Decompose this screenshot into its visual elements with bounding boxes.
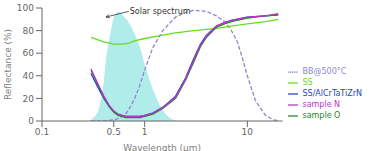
- svg-text:100: 100: [17, 3, 34, 13]
- svg-text:1: 1: [142, 127, 148, 137]
- svg-text:Wavelength (μm): Wavelength (μm): [123, 143, 201, 151]
- html-text:SS/AlCrTaTiZrN: SS/AlCrTaTiZrN: [302, 89, 362, 98]
- svg-text:20: 20: [23, 94, 35, 104]
- svg-text:10: 10: [242, 127, 254, 137]
- html-text:BB@500°C: BB@500°C: [302, 67, 347, 76]
- svg-text:80: 80: [23, 26, 35, 36]
- svg-text:0: 0: [28, 116, 34, 126]
- svg-text:Reflectance (%): Reflectance (%): [8, 29, 13, 100]
- html-text:sample O: sample O: [302, 111, 341, 120]
- svg-text:60: 60: [23, 48, 35, 58]
- svg-text:Solar spectrum: Solar spectrum: [130, 7, 191, 16]
- html-text:SS: SS: [302, 78, 313, 87]
- svg-text:0.5: 0.5: [107, 127, 121, 137]
- svg-text:40: 40: [23, 71, 35, 81]
- html-text:sample N: sample N: [302, 100, 341, 109]
- svg-text:0.1: 0.1: [35, 127, 49, 137]
